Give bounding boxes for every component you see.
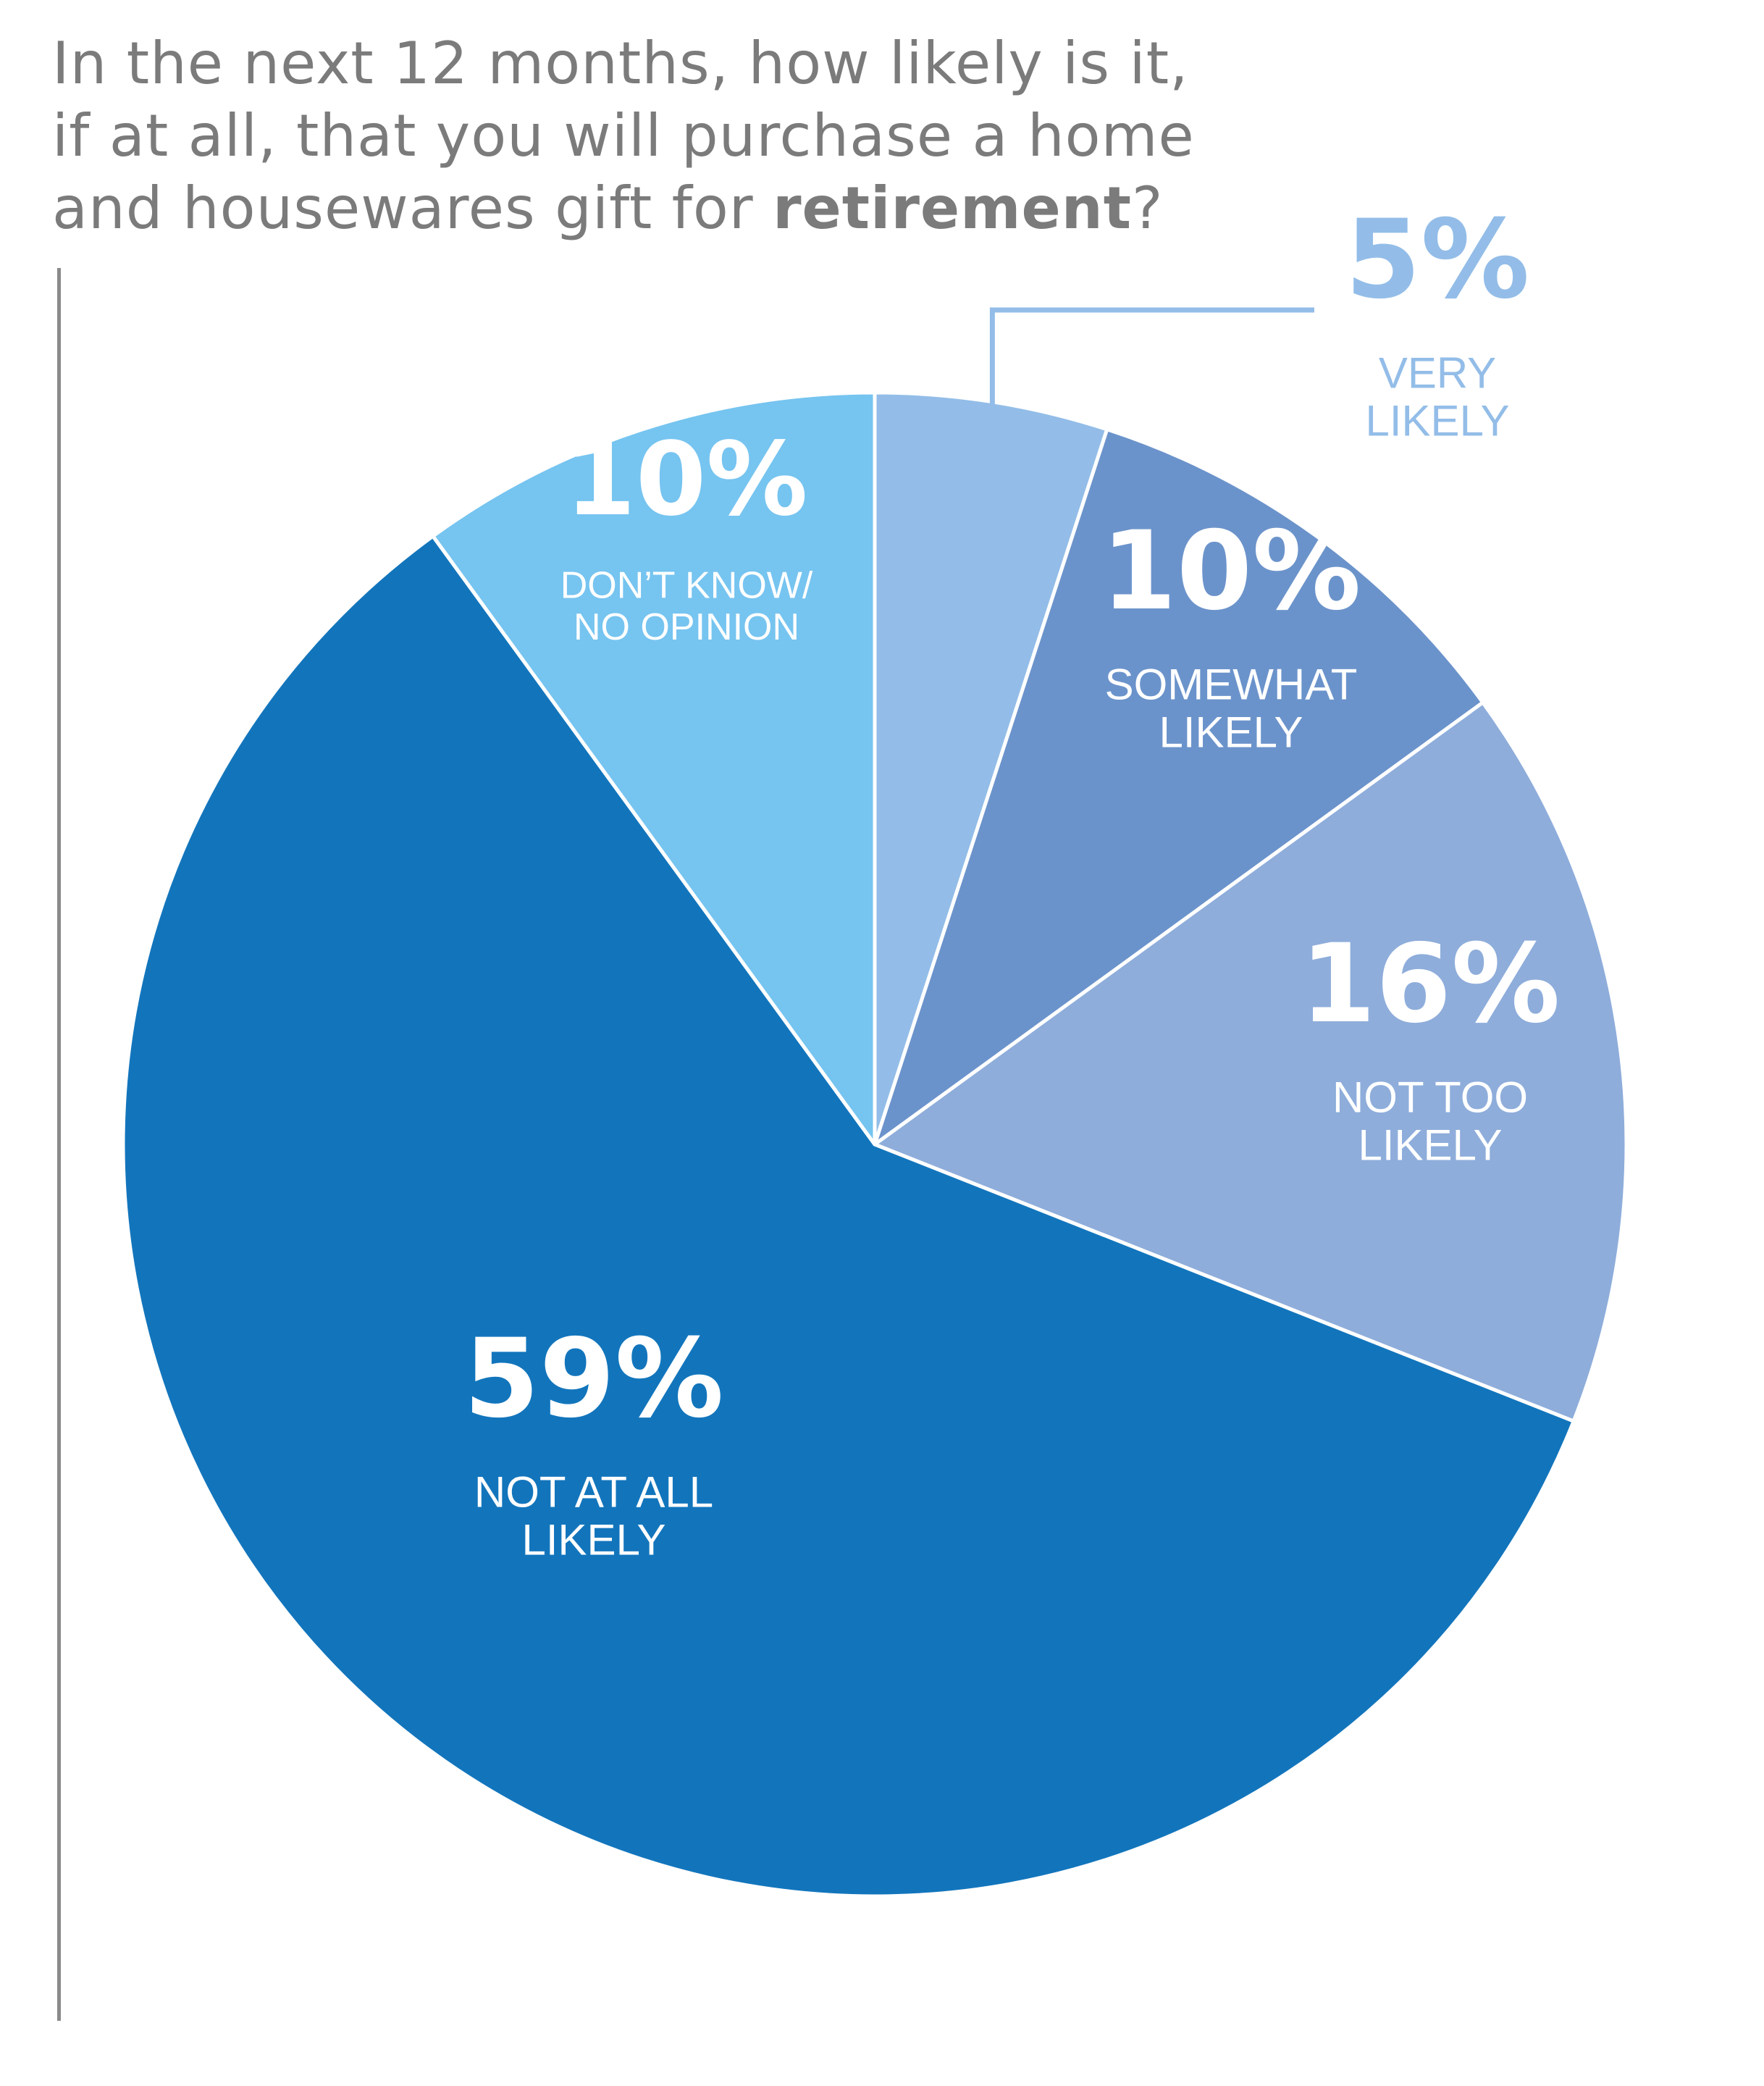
slice-label-not-at-all-likely-percent: 59% — [463, 1316, 723, 1442]
callout-leader-line — [989, 307, 1314, 408]
slice-label-very-likely-label-line-2: LIKELY — [1365, 397, 1509, 445]
chart-title: In the next 12 months, how likely is it,… — [52, 28, 1428, 245]
slice-label-don-t-know-no-opinion-label-line-1: DON’T KNOW/ — [560, 565, 813, 607]
slice-label-not-too-likely-label-line-2: LIKELY — [1358, 1121, 1502, 1170]
pie-slice-don-t-know-no-opinion — [431, 390, 877, 1147]
slice-label-somewhat-likely-percent: 10% — [1101, 508, 1361, 634]
pie-slice-not-too-likely — [873, 700, 1629, 1423]
title-line-3-suffix: ? — [1132, 175, 1164, 242]
slice-label-don-t-know-no-opinion: 10% DON’T KNOW/NO OPINION — [560, 421, 813, 648]
slice-label-somewhat-likely-label-line-2: LIKELY — [1159, 708, 1303, 757]
vertical-rule — [57, 268, 61, 2021]
slice-label-very-likely-label-line-1: VERY — [1379, 349, 1496, 398]
pie-slice-somewhat-likely — [873, 427, 1485, 1147]
title-line-2: if at all, that you will purchase a home — [52, 102, 1195, 169]
slice-label-not-at-all-likely-label-line-1: NOT AT ALL — [474, 1468, 713, 1517]
title-emphasis: retirement — [773, 175, 1132, 242]
slice-label-not-too-likely-label-line-1: NOT TOO — [1332, 1073, 1528, 1122]
pie-slice-not-at-all-likely — [121, 534, 1576, 1898]
title-line-1: In the next 12 months, how likely is it, — [52, 30, 1189, 97]
title-line-3-prefix: and housewares gift for — [52, 175, 773, 242]
slices-layer — [121, 390, 1629, 1898]
slice-label-not-at-all-likely-label-line-2: LIKELY — [521, 1516, 665, 1564]
slice-label-somewhat-likely-label-line-1: SOMEWHAT — [1105, 661, 1358, 709]
slice-label-not-too-likely-percent: 16% — [1300, 921, 1560, 1047]
slice-label-don-t-know-no-opinion-percent: 10% — [565, 421, 807, 539]
slice-label-don-t-know-no-opinion-label-line-2: NO OPINION — [574, 606, 799, 648]
slice-label-very-likely-percent: 5% — [1345, 197, 1530, 323]
